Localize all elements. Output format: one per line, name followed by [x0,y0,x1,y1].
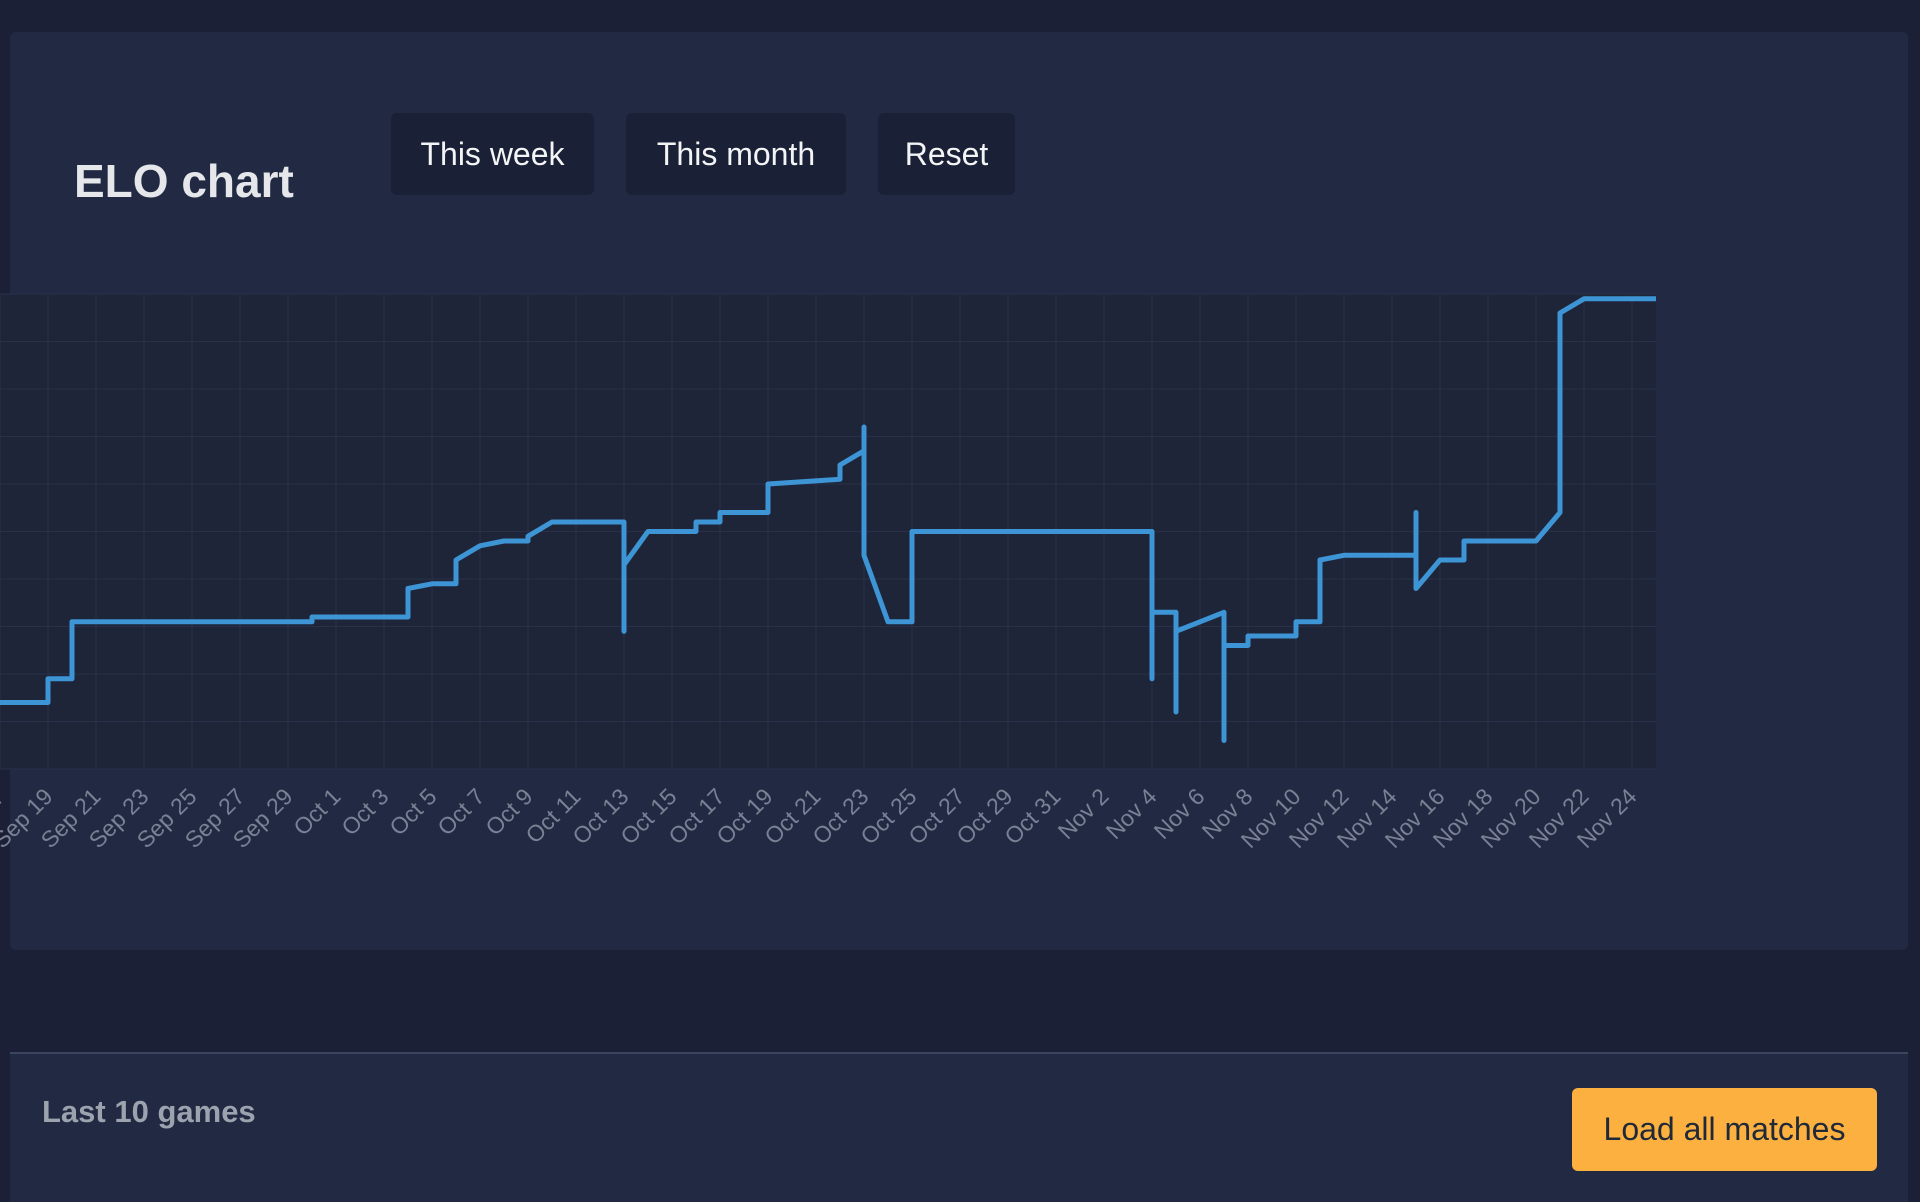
reset-button[interactable]: Reset [878,113,1015,195]
x-tick-label: Oct 31 [999,783,1065,849]
games-panel: Last 10 games Load all matches [10,1052,1908,1202]
x-tick-label: Nov 2 [1053,783,1114,844]
x-tick-label: Nov 4 [1101,783,1162,844]
x-tick-label: Oct 7 [432,783,489,840]
load-button[interactable]: Load all matches [1572,1088,1877,1171]
x-tick-label: Oct 5 [384,783,441,840]
month-button[interactable]: This month [626,113,846,195]
week-button[interactable]: This week [391,113,594,195]
x-tick-label: Oct 1 [288,783,345,840]
games-title: Last 10 games [42,1094,256,1129]
elo-line [0,296,1656,743]
x-tick-label: Oct 3 [336,783,393,840]
panel-title: ELO chart [74,155,294,207]
x-tick-label: Nov 6 [1149,783,1210,844]
